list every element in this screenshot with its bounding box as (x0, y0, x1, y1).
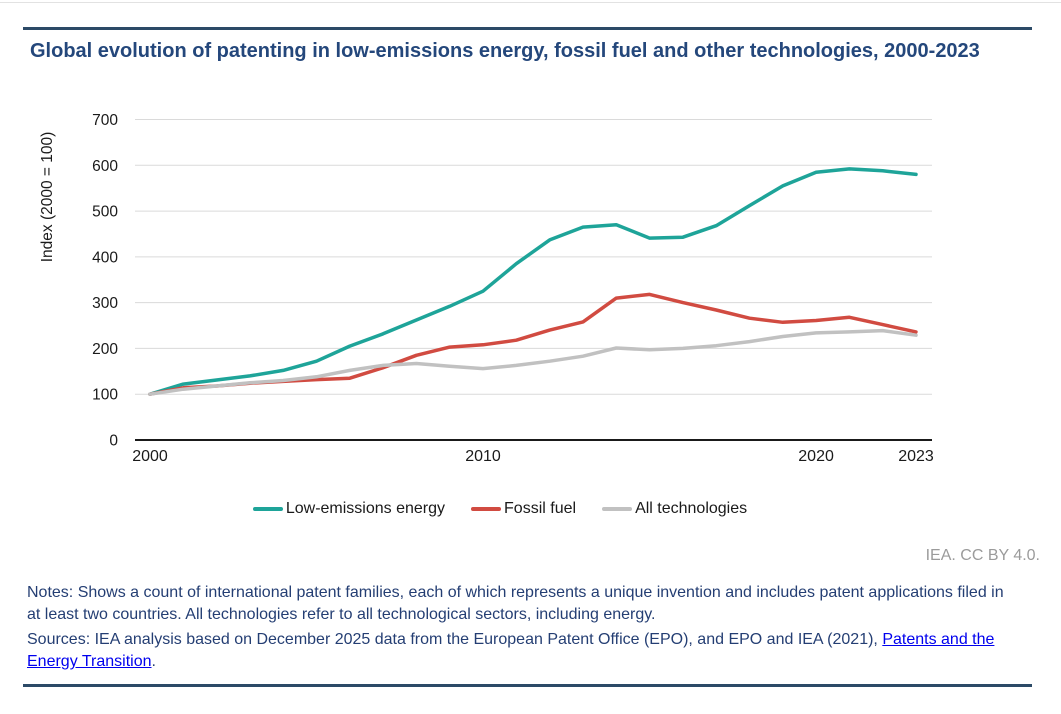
legend-label: Fossil fuel (504, 500, 577, 517)
bottom-rule (23, 684, 1032, 687)
y-axis-label: Index (2000 = 100) (39, 132, 56, 263)
page-top-edge-line (0, 2, 1061, 3)
sources-prefix: Sources: IEA analysis based on December … (27, 631, 883, 648)
y-tick-label: 300 (92, 295, 118, 312)
x-tick-label: 2020 (798, 448, 834, 465)
notes-text: Notes: Shows a count of international pa… (27, 584, 1004, 623)
x-tick-label: 2010 (465, 448, 501, 465)
sources-suffix: . (151, 653, 156, 670)
source-link[interactable]: Patents and the Energy Transition (27, 631, 995, 670)
y-tick-label: 500 (92, 204, 118, 221)
legend-label: Low-emissions energy (285, 500, 446, 517)
legend-swatch-fossil-fuel (471, 507, 502, 511)
legend-item-all-technologies: All technologies (602, 500, 747, 518)
y-tick-label: 200 (92, 341, 118, 358)
attribution-text: IEA. CC BY 4.0. (925, 547, 1040, 564)
line-chart: 0 100 200 300 400 500 600 700 Index (2000 = 100)… (39, 112, 934, 465)
x-tick-label: 2000 (132, 448, 168, 465)
y-tick-label: 700 (92, 112, 118, 129)
legend-swatch-low-emissions-energy (252, 507, 283, 511)
series-line-fossil-fuel (148, 292, 918, 396)
legend-swatch-all-technologies (602, 507, 633, 511)
series-line-all-technologies (148, 328, 918, 396)
legend-item-low-emissions-energy: Low-emissions energy (252, 500, 446, 518)
y-tick-label: 600 (92, 158, 118, 175)
series-line-low-emissions-energy (148, 167, 918, 396)
legend-label: All technologies (635, 500, 748, 517)
y-tick-label: 0 (109, 433, 118, 450)
page-title: Global evolution of patenting in low-emi… (30, 40, 980, 62)
y-tick-label: 400 (92, 249, 118, 266)
legend-item-fossil-fuel: Fossil fuel (471, 500, 576, 518)
sources-text: Sources: IEA analysis based on December … (27, 629, 1017, 673)
legend: Low-emissions energy Fossil fuel All techn… (65, 499, 935, 519)
y-tick-label: 100 (92, 387, 118, 404)
top-rule (23, 27, 1032, 30)
x-tick-label: 2023 (898, 448, 934, 465)
